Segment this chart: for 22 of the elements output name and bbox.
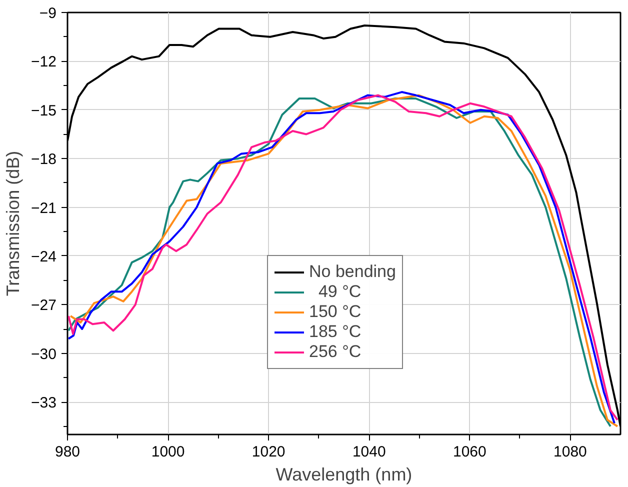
x-axis-title: Wavelength (nm) (276, 464, 412, 484)
legend-label: 49 °C (317, 282, 362, 302)
y-axis-title: Transmission (dB) (3, 150, 24, 296)
x-tick-label: 1040 (352, 444, 386, 460)
y-tick-label: −21 (31, 200, 57, 217)
y-tick-label: −9 (39, 5, 57, 22)
x-tick-label: 1060 (452, 444, 486, 460)
y-tick-label: −30 (31, 346, 57, 363)
x-tick-label: 980 (54, 444, 80, 460)
y-tick-label: −15 (31, 102, 57, 120)
x-tick-label: 1020 (252, 444, 286, 460)
legend-label: 185 °C (309, 322, 362, 342)
y-tick-label: −24 (31, 248, 57, 266)
y-tick-label: −33 (31, 394, 57, 412)
x-tick-label: 1080 (554, 444, 587, 460)
y-tick-label: −27 (31, 297, 57, 314)
x-tick-label: 1000 (151, 444, 185, 460)
legend-label: 256 °C (309, 342, 362, 362)
y-tick-label: −12 (31, 54, 57, 71)
legend-label: No bending (309, 262, 396, 282)
legend-label: 150 °C (309, 302, 362, 322)
y-tick-label: −18 (31, 151, 57, 168)
